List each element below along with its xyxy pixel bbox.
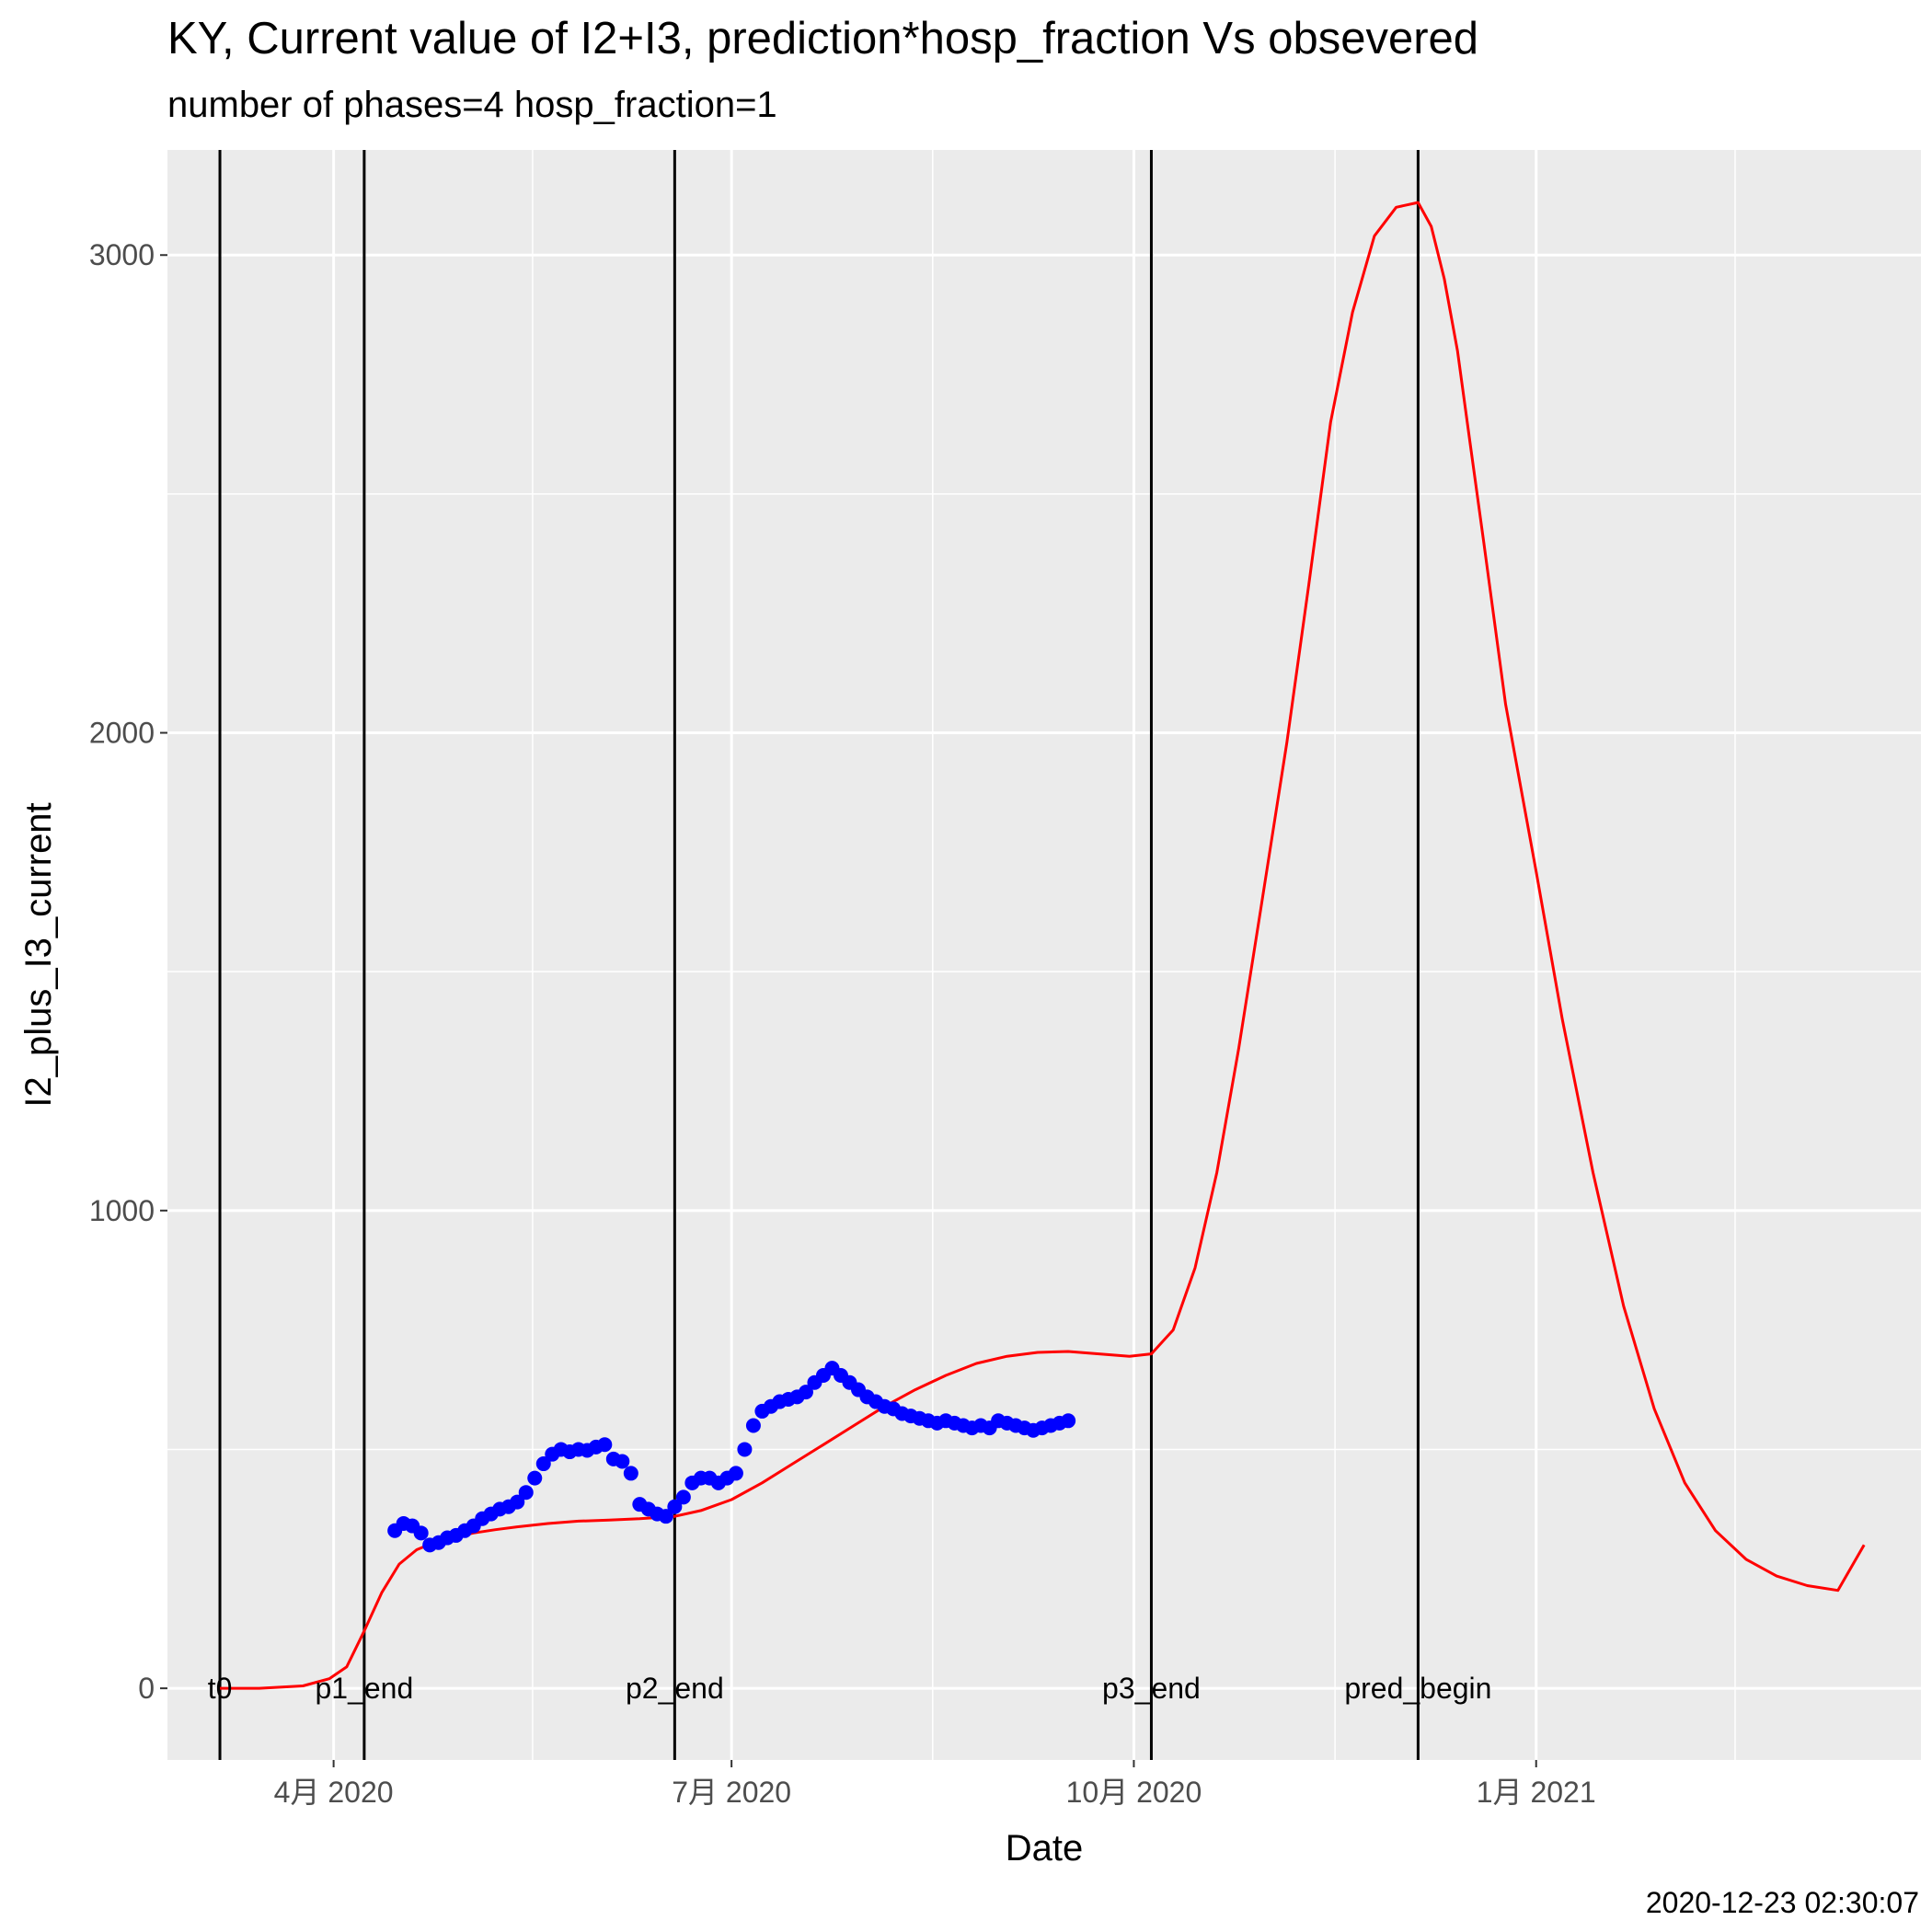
- phase-label-pred_begin: pred_begin: [1344, 1672, 1491, 1705]
- y-tick-label: 2000: [89, 717, 155, 750]
- observed-series: [387, 1361, 1076, 1553]
- x-tick-label: 1月 2021: [1477, 1776, 1596, 1809]
- phase-label-t0: t0: [208, 1672, 233, 1705]
- chart-subtitle: number of phases=4 hosp_fraction=1: [167, 85, 777, 125]
- observed-point: [728, 1466, 743, 1481]
- timestamp-footnote: 2020-12-23 02:30:07: [1645, 1886, 1919, 1919]
- x-tick-label: 10月 2020: [1066, 1776, 1202, 1809]
- phase-label-p1_end: p1_end: [315, 1672, 413, 1705]
- observed-point: [518, 1485, 534, 1501]
- observed-point: [413, 1525, 429, 1541]
- plot-panel: [167, 150, 1921, 1760]
- x-tick-label: 7月 2020: [672, 1776, 791, 1809]
- grid-major: [167, 150, 1921, 1760]
- phase-label-p2_end: p2_end: [626, 1672, 724, 1705]
- observed-point: [667, 1499, 683, 1514]
- y-axis-title: I2_plus_I3_current: [18, 802, 59, 1107]
- observed-point: [510, 1494, 525, 1510]
- observed-point: [1061, 1413, 1076, 1429]
- x-axis: 4月 2020 7月 2020 10月 2020 1月 2021: [274, 1760, 1596, 1809]
- observed-point: [798, 1385, 813, 1400]
- phase-lines: [218, 150, 1420, 1760]
- y-tick-label: 0: [138, 1672, 155, 1705]
- y-axis: 0 1000 2000 3000: [89, 238, 167, 1705]
- observed-point: [615, 1454, 630, 1469]
- chart-title: KY, Current value of I2+I3, prediction*h…: [167, 14, 1479, 63]
- observed-point: [527, 1470, 543, 1486]
- y-tick-label: 3000: [89, 238, 155, 271]
- x-tick-label: 4月 2020: [274, 1776, 394, 1809]
- phase-labels: t0 p1_end p2_end p3_end pred_begin: [208, 1672, 1492, 1705]
- observed-point: [597, 1437, 613, 1453]
- observed-point: [623, 1466, 638, 1481]
- observed-point: [737, 1442, 753, 1457]
- observed-point: [745, 1418, 761, 1433]
- observed-point: [658, 1509, 673, 1524]
- y-tick-label: 1000: [89, 1194, 155, 1227]
- x-axis-title: Date: [1006, 1828, 1084, 1869]
- observed-point: [675, 1489, 691, 1505]
- observed-point: [535, 1456, 551, 1472]
- phase-label-p3_end: p3_end: [1102, 1672, 1201, 1705]
